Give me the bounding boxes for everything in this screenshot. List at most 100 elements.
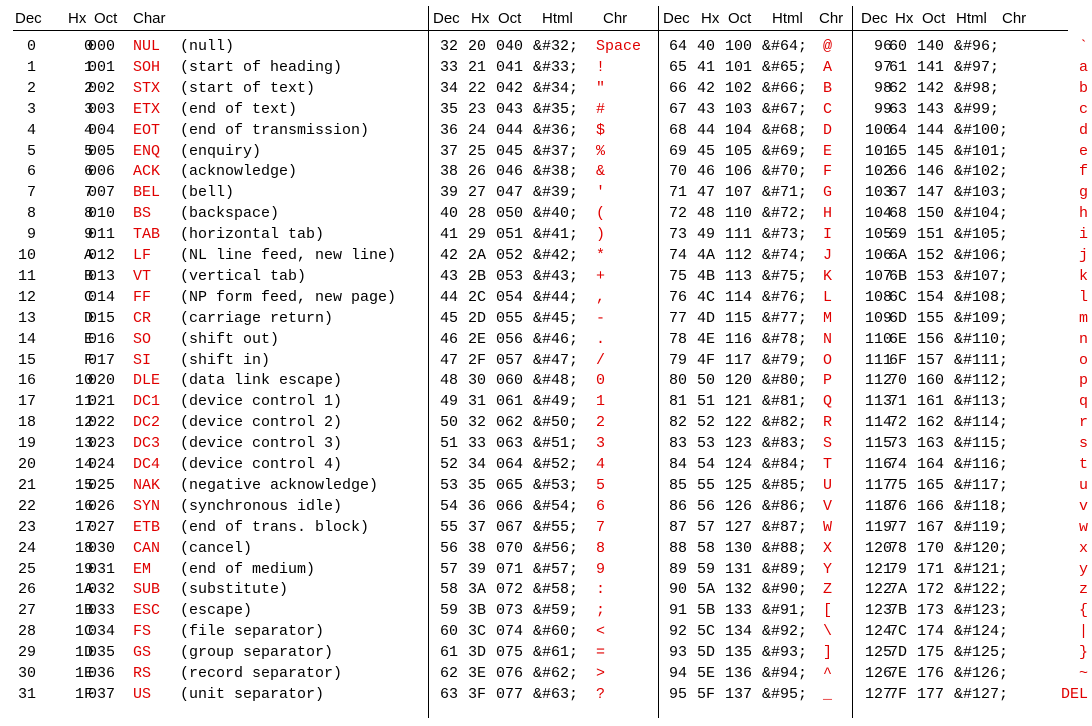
cell-html: &#80; [762,372,808,390]
cell-oct: 151 [917,226,945,244]
cell-hx: 3C [468,623,487,641]
cell-desc: (unit separator) [180,685,325,703]
table-row: 7 7 007 BEL (bell) [0,184,428,204]
cell-oct: 012 [88,247,116,264]
cell-chr: ~ [1078,665,1088,682]
cell-chr: ^ [823,665,833,682]
cell-chr: 7 [596,518,606,536]
table-row: 74 4A 112 &#74; J [658,247,852,267]
table-row: 103 67 147 &#103; g [852,184,1092,204]
table-row: 46 2E 056 &#46;. [428,331,658,351]
cell-oct: 145 [917,142,945,160]
cell-oct: 057 [496,351,524,369]
cell-oct: 013 [88,267,116,285]
cell-hx: 1F [74,685,93,703]
cell-html: &#54; [533,497,579,515]
cell-oct: 124 [725,456,753,473]
cell-chr: f [1078,163,1088,181]
table-row: 54 36 066 &#54; 6 [428,498,658,518]
cell-hx: 7 [83,184,93,202]
cell-chr: a [1078,58,1088,76]
cell-hx: 16 [74,497,93,515]
cell-dec: 4 [26,121,36,139]
cell-dec: 50 [440,414,459,432]
cell-hx: 4D [697,309,716,327]
cell-oct: 004 [88,121,116,139]
cell-chr: Z [823,581,833,599]
table-row: 68 44 104 &#68; D [658,122,852,142]
cell-html: &#37; [533,142,579,160]
cell-hx: 10 [74,372,93,390]
table-row: 105 69 151 &#105; i [852,226,1092,246]
cell-dec: 81 [669,393,688,411]
cell-chr: $ [596,121,606,139]
header-chr: Chr [1002,10,1027,27]
cell-hx: 2E [468,330,487,348]
cell-html: &#64; [762,38,808,55]
cell-hx: 6D [889,309,908,327]
cell-chr: u [1078,476,1088,494]
cell-html: &#83; [762,435,808,453]
cell-desc: (group separator) [180,644,334,662]
cell-dec: 120 [864,539,892,557]
cell-dec: 1 [26,58,36,76]
cell-chr: r [1078,414,1088,432]
cell-desc: (record separator) [180,665,343,682]
cell-dec: 72 [669,205,688,223]
cell-abbr: FS [133,623,152,641]
table-row: 12 C 014 FF (NP form feed, new page) [0,289,428,309]
header-chr: Chr [819,10,844,27]
cell-abbr: TAB [133,226,161,244]
cell-html: &#100; [954,121,1009,139]
cell-hx: 23 [468,100,487,118]
cell-html: &#91; [762,602,808,620]
cell-hx: 21 [468,58,487,76]
cell-chr: d [1078,121,1088,139]
cell-html: &#117; [954,476,1009,494]
cell-hx: 42 [697,79,716,97]
cell-desc: (bell) [180,184,235,202]
cell-chr: 1 [596,393,606,411]
cell-chr: : [596,581,606,599]
cell-oct: 147 [917,184,945,202]
table-row: 110 6E 156 &#110; n [852,331,1092,351]
cell-desc: (file separator) [180,623,325,641]
cell-oct: 077 [496,685,524,703]
table-row: 20 14 024 DC4 (device control 4) [0,456,428,476]
cell-chr: i [1078,226,1088,244]
cell-chr: * [596,247,606,264]
cell-abbr: GS [133,644,152,662]
cell-hx: 7A [889,581,908,599]
cell-hx: 2B [468,267,487,285]
cell-chr: 8 [596,539,606,557]
cell-hx: 5F [697,685,716,703]
cell-html: &#97; [954,58,1000,76]
cell-html: &#104; [954,205,1009,223]
cell-dec: 66 [669,79,688,97]
table-row: 118 76 166 &#118; v [852,498,1092,518]
cell-dec: 76 [669,288,688,306]
cell-chr: 0 [596,372,606,390]
cell-dec: 108 [864,288,892,306]
cell-html: &#35; [533,100,579,118]
table-row: 77 4D 115 &#77; M [658,310,852,330]
cell-html: &#70; [762,163,808,181]
cell-hx: 38 [468,539,487,557]
cell-dec: 101 [864,142,892,160]
cell-oct: 047 [496,184,524,202]
table-row: 109 6D 155 &#109; m [852,310,1092,330]
cell-hx: 46 [697,163,716,181]
cell-chr: \ [823,623,833,641]
section-divider-2 [658,6,659,718]
cell-hx: 4E [697,330,716,348]
cell-hx: 2 [83,79,93,97]
cell-oct: 003 [88,100,116,118]
cell-hx: 6E [889,330,908,348]
cell-hx: 37 [468,518,487,536]
section-divider-1 [428,6,429,718]
table-row: 52 34 064 &#52; 4 [428,456,658,476]
cell-chr: o [1078,351,1088,369]
cell-dec: 119 [864,518,892,536]
cell-hx: 41 [697,58,716,76]
